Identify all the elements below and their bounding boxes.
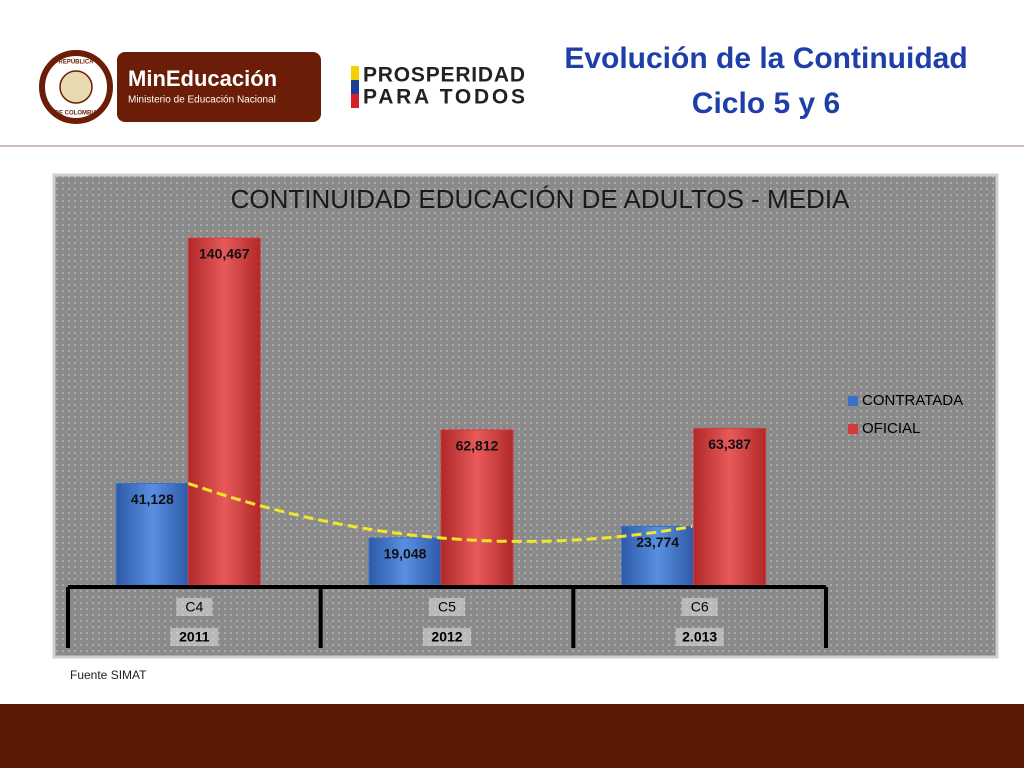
flag-blue	[351, 80, 359, 94]
value-label: 140,467	[199, 246, 250, 262]
chart-title: CONTINUIDAD EDUCACIÓN DE ADULTOS - MEDIA	[231, 184, 850, 214]
x-group-label: 2011	[179, 629, 210, 645]
logo-box	[117, 52, 321, 122]
label-bg	[423, 628, 471, 646]
flag-red	[351, 94, 359, 108]
bar	[187, 237, 261, 586]
value-label: 62,812	[456, 438, 499, 454]
value-label: 63,387	[708, 436, 751, 452]
bar	[693, 427, 767, 586]
trend-line	[187, 481, 693, 543]
label-bg	[681, 598, 718, 616]
emblem-core	[59, 70, 93, 104]
x-tick-label: C4	[185, 599, 203, 615]
value-label: 41,128	[131, 491, 174, 507]
slogan-2: PARA TODOS	[363, 86, 525, 109]
x-group-label: 2012	[431, 629, 462, 645]
source: Fuente SIMAT	[70, 668, 147, 682]
legend-label: OFICIAL	[862, 420, 920, 437]
legend-label: CONTRATADA	[862, 392, 963, 409]
slogan-1: PROSPERIDAD	[363, 64, 525, 87]
emblem-top: REPÚBLICA	[58, 59, 94, 66]
logo-name: MinEducación	[128, 66, 277, 91]
label-bg	[675, 628, 724, 646]
bar	[368, 537, 442, 586]
x-tick-label: C5	[438, 599, 456, 615]
legend-swatch	[848, 424, 858, 434]
flag-yellow	[351, 66, 359, 80]
value-label: 19,048	[384, 546, 427, 562]
slide-title-1: Evolución de la Continuidad	[564, 42, 967, 75]
slide-title-2: Ciclo 5 y 6	[692, 87, 840, 120]
bar	[440, 429, 514, 586]
emblem-bottom: DE COLOMBIA	[55, 111, 98, 117]
legend-swatch	[848, 396, 858, 406]
x-group-label: 2.013	[682, 629, 717, 645]
footer-band	[0, 704, 1024, 768]
label-bg	[429, 598, 465, 616]
logo-subtitle: Ministerio de Educación Nacional	[128, 95, 276, 106]
value-label: 23,774	[636, 534, 679, 550]
label-bg	[176, 598, 213, 616]
x-tick-label: C6	[691, 599, 709, 615]
label-bg	[170, 628, 219, 646]
